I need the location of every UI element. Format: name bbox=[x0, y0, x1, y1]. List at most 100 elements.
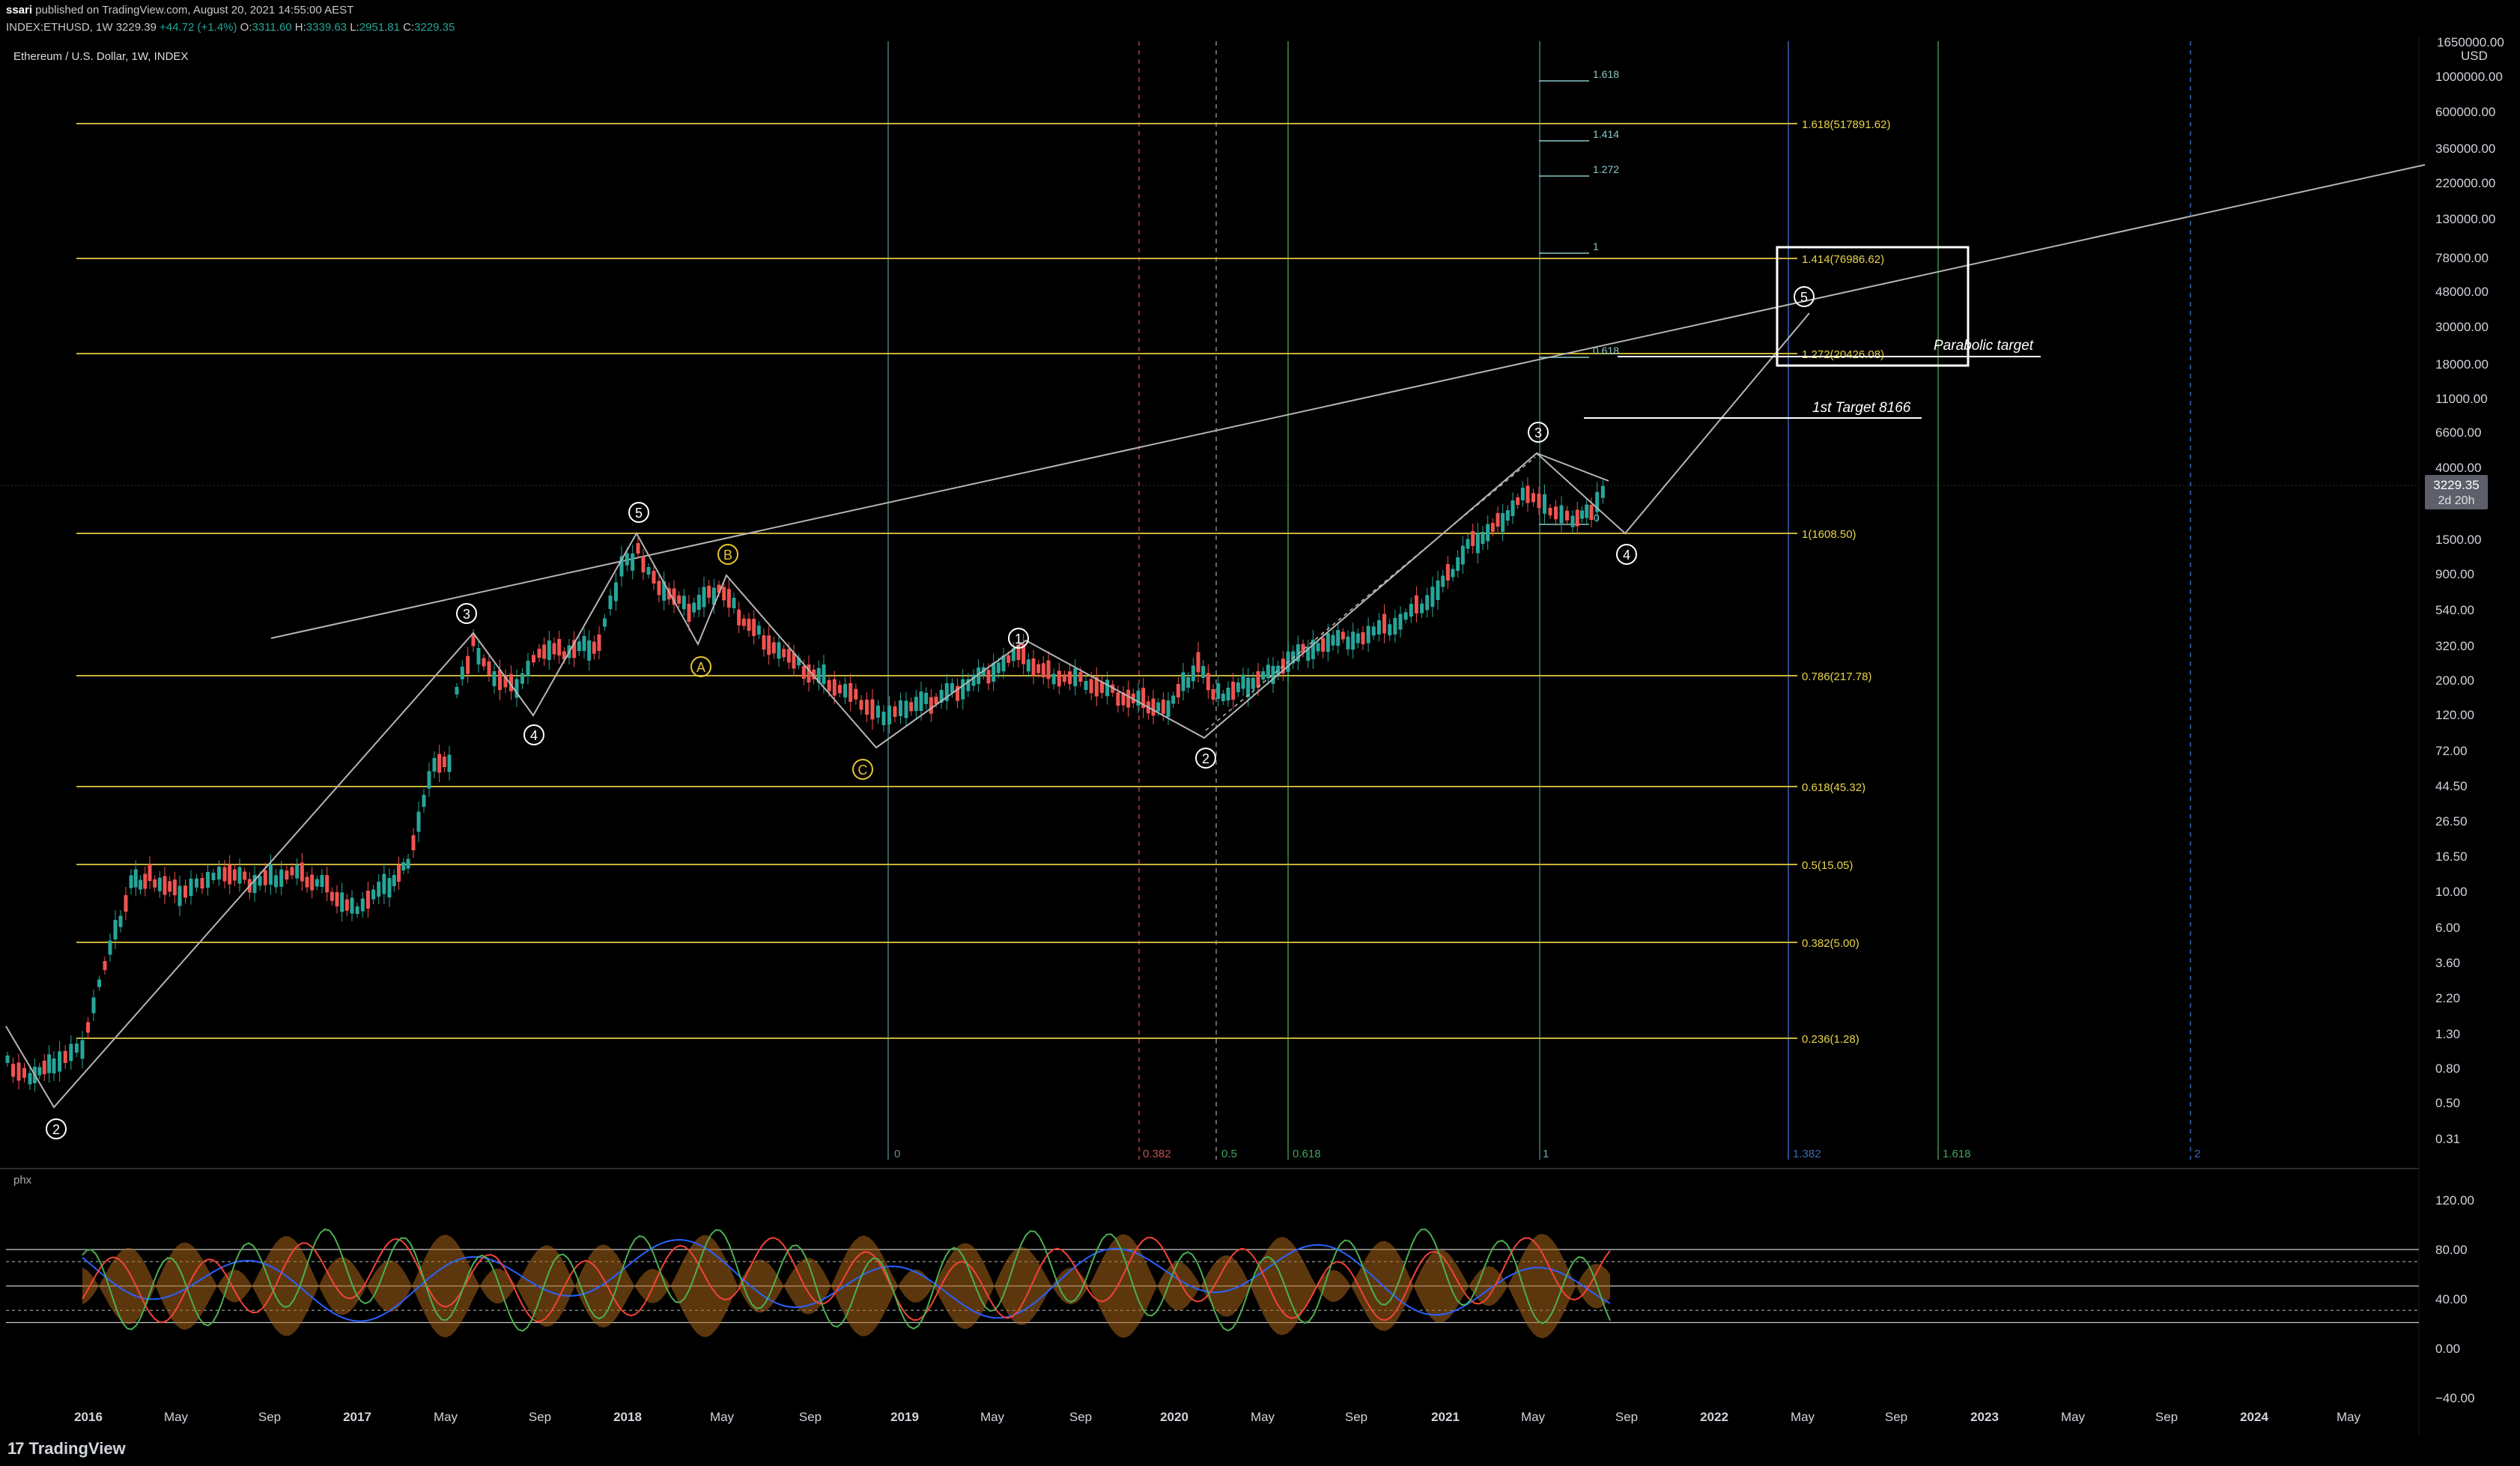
candle-body bbox=[243, 871, 247, 880]
brand-name: TradingView bbox=[28, 1439, 126, 1458]
candle-body bbox=[487, 661, 491, 675]
time-fib-label-0: 0 bbox=[894, 1148, 900, 1160]
candle-body bbox=[526, 661, 530, 676]
target-box[interactable] bbox=[1776, 246, 1970, 367]
candle-body bbox=[827, 679, 831, 691]
last-price: 3229.39 bbox=[115, 21, 157, 34]
fib-ext-label: 0 bbox=[1594, 512, 1600, 524]
price-tick-label: 44.50 bbox=[2435, 779, 2468, 793]
candle-body bbox=[268, 864, 273, 885]
candle-body bbox=[365, 891, 370, 909]
time-axis[interactable]: 2016 May Sep 2017 May Sep 2018 May Sep 2019 May Sep… bbox=[74, 1410, 2360, 1424]
price-tick-label: 0.50 bbox=[2435, 1096, 2460, 1110]
candle-body bbox=[1236, 682, 1240, 692]
candle-body bbox=[1231, 682, 1236, 700]
wave-labels[interactable]: 2 3 4 5 A B C 1 2 3 4 5 bbox=[46, 286, 1815, 1139]
candle-body bbox=[1021, 643, 1026, 664]
candle-body bbox=[1460, 545, 1465, 565]
candle-body bbox=[148, 864, 152, 881]
candle-body bbox=[614, 582, 618, 602]
candle-body bbox=[377, 882, 381, 897]
candle-body bbox=[1445, 564, 1450, 581]
indicator-label[interactable]: phx bbox=[13, 1174, 32, 1187]
candle-body bbox=[1196, 652, 1200, 673]
candle-body bbox=[206, 872, 210, 888]
candle-body bbox=[108, 940, 112, 955]
publisher-name[interactable]: ssari bbox=[6, 4, 33, 16]
candle-body bbox=[172, 879, 177, 896]
candle-body bbox=[1371, 626, 1376, 636]
candle-body bbox=[762, 635, 766, 650]
svg-text:1: 1 bbox=[1015, 631, 1022, 646]
candle-body bbox=[330, 891, 334, 901]
current-price-tag: 3229.35 2d 20h bbox=[2425, 475, 2488, 509]
candle-body bbox=[1436, 581, 1440, 600]
open-label: O: bbox=[240, 21, 252, 34]
candle-body bbox=[5, 1055, 10, 1063]
price-tick-label: 78000.00 bbox=[2435, 251, 2489, 265]
candle-body bbox=[944, 682, 949, 701]
candle-body bbox=[977, 667, 981, 685]
time-year-label: 2021 bbox=[1431, 1410, 1460, 1424]
candle-body bbox=[692, 602, 696, 613]
candle-body bbox=[924, 692, 929, 704]
candle-body bbox=[1403, 612, 1408, 620]
price-tick-label: 360000.00 bbox=[2435, 142, 2495, 156]
candle-body bbox=[1036, 664, 1041, 673]
candle-body bbox=[1537, 494, 1541, 508]
candle-body bbox=[992, 662, 996, 682]
candle-body bbox=[1051, 673, 1056, 685]
candle-body bbox=[876, 706, 880, 718]
fib-retracement[interactable]: 1.618(517891.62) 1.414(76986.62) 1.272(204… bbox=[76, 118, 1890, 1046]
symbol-label: INDEX:ETHUSD, 1W bbox=[6, 21, 113, 34]
parabolic-target-label[interactable]: Parabolic target bbox=[1934, 338, 2034, 354]
fib-ext-label: 1.414 bbox=[1593, 128, 1619, 140]
candle-body bbox=[1276, 665, 1281, 676]
candle-body bbox=[771, 642, 776, 654]
candle-body bbox=[711, 587, 716, 605]
candle-body bbox=[482, 658, 486, 667]
price-tick-label: 900.00 bbox=[2435, 567, 2474, 581]
candle-body bbox=[1176, 684, 1180, 697]
bar-countdown: 2d 20h bbox=[2438, 494, 2475, 507]
chart-canvas[interactable]: 1.618(517891.62) 1.414(76986.62) 1.272(204… bbox=[0, 0, 2520, 1435]
time-fib-lines[interactable] bbox=[887, 41, 2191, 1160]
osc-tick-label: 0.00 bbox=[2435, 1342, 2460, 1356]
candle-body bbox=[437, 754, 442, 773]
candle-body bbox=[870, 699, 875, 720]
svg-text:3: 3 bbox=[463, 607, 470, 622]
phx-oscillator[interactable] bbox=[6, 1228, 2419, 1339]
price-tick-label: 0.80 bbox=[2435, 1061, 2460, 1076]
tradingview-logo[interactable]: 17 TradingView bbox=[7, 1439, 126, 1459]
candle-body bbox=[1585, 504, 1589, 518]
candle-body bbox=[1116, 692, 1120, 706]
candle-body bbox=[859, 700, 863, 710]
candle-body bbox=[1554, 506, 1558, 520]
candle-body bbox=[129, 875, 133, 888]
svg-text:2: 2 bbox=[1202, 751, 1209, 766]
candle-body bbox=[1451, 569, 1455, 578]
oscillator-axis[interactable]: 120.00 80.00 40.00 0.00 −40.00 bbox=[2435, 1193, 2474, 1405]
osc-green-line bbox=[82, 1228, 1611, 1332]
candle-body bbox=[411, 835, 416, 850]
candle-body bbox=[702, 587, 706, 608]
candle-body bbox=[113, 920, 118, 939]
candle-body bbox=[717, 584, 721, 593]
fib-level-label: 0.618(45.32) bbox=[1802, 781, 1865, 794]
candle-body bbox=[961, 679, 965, 700]
candle-body bbox=[582, 636, 586, 651]
candle-body bbox=[335, 892, 339, 906]
candle-body bbox=[360, 898, 365, 912]
price-tick-label: 220000.00 bbox=[2435, 176, 2495, 190]
candle-body bbox=[183, 885, 187, 898]
price-tick-label: 540.00 bbox=[2435, 603, 2474, 617]
candle-body bbox=[1316, 643, 1320, 652]
candle-body bbox=[401, 862, 406, 870]
candle-body bbox=[1201, 666, 1206, 678]
long-trendline[interactable] bbox=[270, 164, 2426, 639]
elliott-wave-lines[interactable] bbox=[5, 312, 1810, 1109]
fib-extension[interactable]: 1.618 1.414 1.272 1 0.618 0 bbox=[1539, 68, 1619, 525]
first-target-label[interactable]: 1st Target 8166 bbox=[1812, 400, 1911, 416]
fib-level-label: 0.382(5.00) bbox=[1802, 937, 1859, 950]
